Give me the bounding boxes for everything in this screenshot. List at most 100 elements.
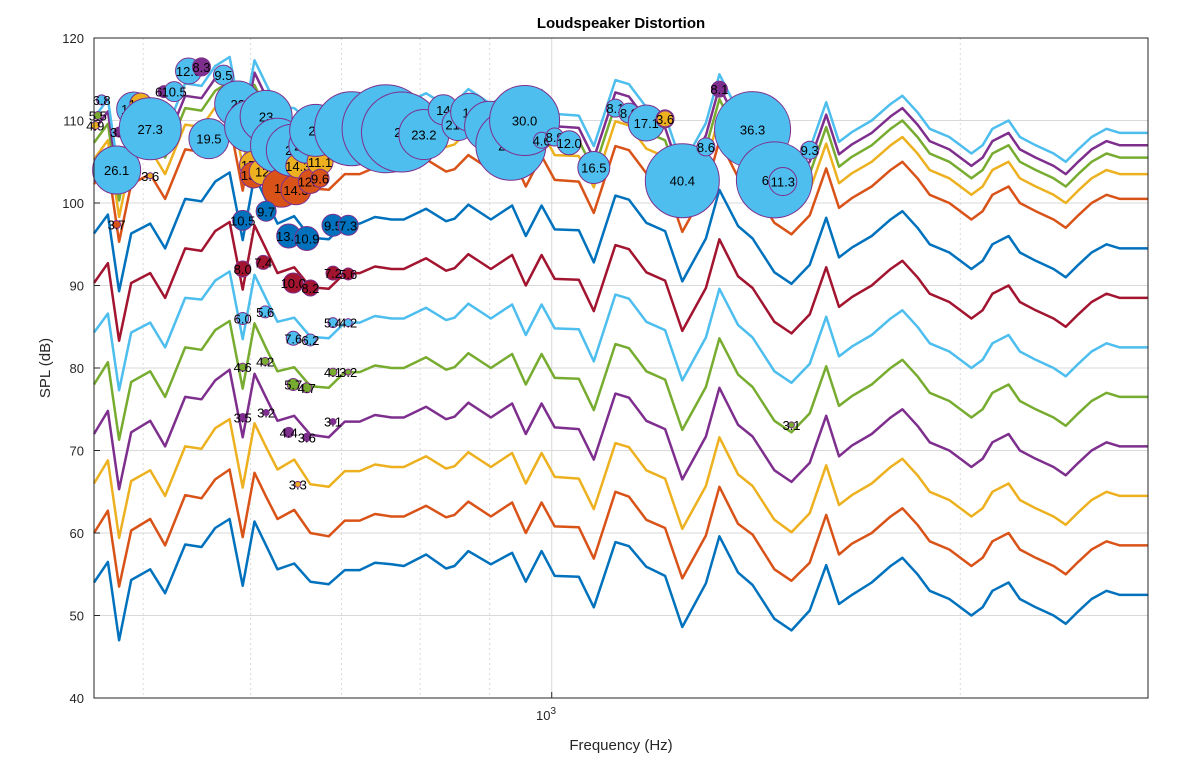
bubble-layer: 6.85.54.926.13.73.716.011.127.33.66.410.…: [86, 57, 820, 492]
distortion-bubble: [303, 333, 317, 347]
distortion-bubble: [768, 167, 798, 197]
distortion-bubble: [696, 137, 716, 157]
distortion-bubble: [90, 120, 100, 130]
distortion-bubble-label: 6.2: [301, 333, 319, 348]
series-line-12: [92, 68, 1148, 190]
distortion-bubble-label: 5.6: [339, 267, 357, 282]
distortion-bubble-label: 5.7: [284, 378, 302, 393]
distortion-bubble: [656, 110, 674, 128]
distortion-bubble-label: 40.4: [670, 174, 695, 189]
distortion-bubble-label: 9.3: [801, 143, 819, 158]
distortion-bubble-label: 9.7: [257, 204, 275, 219]
distortion-bubble-label: 4.4: [280, 425, 298, 440]
distortion-bubble: [238, 413, 248, 422]
distortion-bubble: [301, 382, 313, 394]
distortion-bubble: [282, 272, 304, 294]
distortion-bubble: [327, 317, 339, 329]
y-tick-label: 40: [70, 691, 84, 706]
distortion-bubble: [788, 421, 796, 429]
distortion-bubble-label: 4.7: [298, 381, 316, 396]
distortion-bubble: [343, 318, 353, 328]
distortion-bubble-label: 3.7: [108, 217, 126, 232]
series-line-2: [92, 468, 1148, 588]
distortion-bubble-label: 7.6: [284, 331, 302, 346]
x-axis-title: Frequency (Hz): [569, 737, 672, 754]
distortion-bubble-label: 3.6: [656, 112, 674, 127]
distortion-bubble: [577, 151, 611, 185]
y-axis-title: SPL (dB): [37, 338, 54, 398]
distortion-bubble-label: 6.8: [93, 93, 111, 108]
distortion-bubble-label: 3.6: [141, 169, 159, 184]
distortion-bubble: [328, 367, 338, 377]
distortion-bubble: [301, 279, 319, 297]
distortion-bubble: [710, 80, 728, 98]
distortion-bubble-label: 7.4: [254, 255, 272, 270]
series-line-1: [92, 517, 1148, 642]
distortion-bubble: [234, 260, 252, 278]
distortion-bubble-label: 5.4: [324, 316, 342, 331]
distortion-bubble: [118, 97, 182, 161]
distortion-bubble-label: 7.3: [339, 218, 357, 233]
distortion-bubble-label: 8.0: [234, 262, 252, 277]
distortion-bubble-label: 9.5: [214, 68, 232, 83]
distortion-bubble: [800, 140, 820, 160]
distortion-bubble-label: 8.2: [301, 281, 319, 296]
distortion-bubble: [286, 378, 300, 391]
distortion-bubble: [212, 64, 234, 86]
y-tick-label: 90: [70, 279, 84, 294]
y-tick-label: 110: [63, 114, 84, 129]
distortion-bubble-label: 5.5: [89, 109, 107, 124]
distortion-bubble-label: 3.2: [339, 365, 357, 380]
series-line-4: [92, 368, 1148, 491]
series-line-13: [92, 55, 1148, 178]
y-tick-label: 80: [70, 361, 84, 376]
y-tick-label: 50: [70, 609, 84, 624]
distortion-bubble-label: 4.9: [86, 118, 104, 133]
distortion-bubble: [556, 130, 582, 156]
distortion-bubble: [255, 254, 271, 270]
distortion-bubble: [644, 143, 720, 219]
distortion-bubble-label: 3.3: [289, 477, 307, 492]
distortion-bubble: [260, 356, 270, 366]
series-line-5: [92, 319, 1148, 442]
x-tick-base: 10: [536, 708, 550, 723]
series-line-3: [92, 417, 1148, 540]
distortion-bubble-label: 5.6: [256, 305, 274, 320]
distortion-bubble-label: 3.5: [234, 411, 252, 426]
distortion-bubble-label: 4.1: [324, 365, 342, 380]
y-tick-label: 70: [70, 444, 84, 459]
distortion-bubble-label: 11.1: [308, 155, 332, 170]
distortion-bubble: [191, 57, 211, 77]
distortion-bubble: [238, 362, 248, 372]
distortion-bubble: [341, 267, 355, 281]
distortion-bubble: [262, 409, 270, 417]
distortion-bubble: [310, 168, 330, 188]
distortion-bubble-label: 10.0: [281, 276, 306, 291]
distortion-bubble: [258, 305, 272, 319]
x-tick-label-1000: 103: [536, 706, 556, 723]
distortion-bubble-label: 10.9: [294, 231, 319, 246]
distortion-bubble-label: 4.6: [234, 360, 252, 375]
distortion-bubble-label: 16.5: [581, 161, 606, 176]
distortion-bubble-label: 10.5: [230, 213, 255, 228]
distortion-bubble: [112, 219, 122, 229]
distortion-bubble: [285, 330, 301, 346]
distortion-bubble-label: 11.3: [771, 175, 795, 190]
distortion-bubble: [146, 172, 154, 180]
distortion-bubble-label: 10.5: [161, 85, 186, 100]
y-axis-ticks: 40 50 60 70 80 90 100 110 120: [62, 31, 553, 706]
distortion-bubble-label: 27.3: [138, 122, 163, 137]
chart-title: Loudspeaker Distortion: [537, 15, 705, 32]
distortion-bubble-label: 3.2: [257, 406, 275, 421]
distortion-bubble-label: 9.6: [311, 171, 329, 186]
distortion-bubble-label: 8.1: [710, 82, 728, 97]
distortion-bubble-label: 8.3: [192, 60, 210, 75]
distortion-bubble-label: 17.1: [634, 116, 659, 131]
distortion-bubble: [294, 480, 302, 488]
distortion-bubble: [255, 200, 277, 222]
distortion-bubble-label: 6.0: [234, 312, 252, 327]
distortion-bubble-label: 9.5: [324, 218, 342, 233]
distortion-bubble: [163, 81, 185, 103]
x-tick-exponent: 3: [550, 706, 556, 717]
